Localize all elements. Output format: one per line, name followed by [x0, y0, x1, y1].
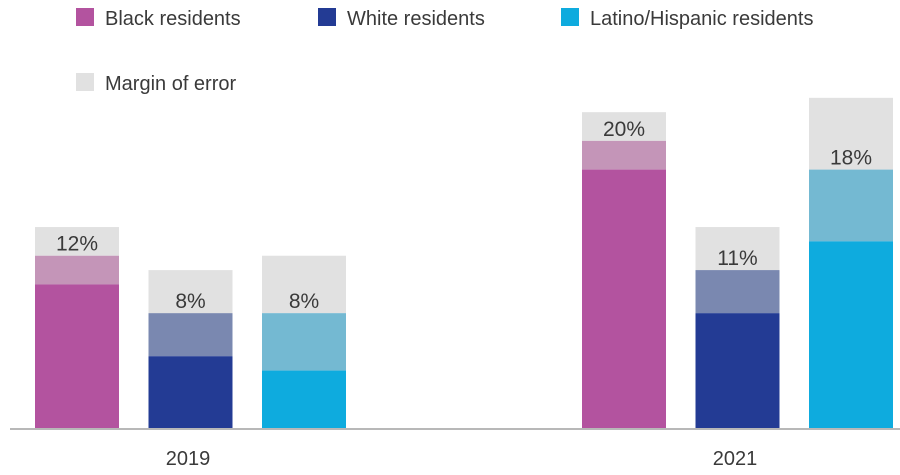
bar: [695, 313, 780, 428]
moe-upper: [148, 270, 233, 314]
bar-group-white-residents-2019: 8%: [148, 270, 233, 428]
moe-lower: [35, 255, 119, 285]
legend-item-latino-hispanic-residents: Latino/Hispanic residents: [561, 8, 813, 30]
bar-group-latino-hispanic-residents-2021: 18%: [809, 97, 893, 428]
legend-item-black-residents: Black residents: [76, 8, 241, 30]
moe-lower: [262, 313, 346, 371]
bar: [262, 370, 346, 428]
x-tick-label: 2021: [713, 448, 758, 470]
legend-label: Latino/Hispanic residents: [590, 8, 813, 30]
x-tick-label: 2019: [166, 448, 211, 470]
moe-lower: [582, 140, 666, 170]
bar-group-latino-hispanic-residents-2019: 8%: [262, 255, 346, 428]
legend-item-margin-of-error: Margin of error: [76, 73, 236, 95]
x-axis: 2019 2021: [10, 428, 900, 470]
legend-swatch: [561, 8, 579, 26]
moe-lower: [148, 313, 233, 357]
moe-upper: [35, 227, 119, 256]
moe-upper: [582, 112, 666, 141]
bar: [35, 284, 119, 428]
data-label: 20%: [603, 118, 645, 141]
data-label: 18%: [830, 147, 872, 170]
legend-swatch: [76, 73, 94, 91]
legend-swatch: [318, 8, 336, 26]
bar: [582, 169, 666, 428]
legend-item-white-residents: White residents: [318, 8, 485, 30]
bar-group-white-residents-2021: 11%: [695, 227, 780, 428]
moe-lower: [695, 270, 780, 314]
legend-label: White residents: [347, 8, 485, 30]
legend: Black residents White residents Latino/His…: [76, 8, 813, 95]
bar: [809, 241, 893, 428]
bar-group-black-residents-2021: 20%: [582, 112, 666, 428]
data-label: 11%: [717, 247, 757, 270]
legend-label: Black residents: [105, 8, 241, 30]
moe-upper: [262, 255, 346, 314]
bar-group-black-residents-2019: 12%: [35, 227, 119, 428]
bar: [148, 356, 233, 428]
moe-lower: [809, 169, 893, 242]
legend-swatch: [76, 8, 94, 26]
data-label: 8%: [289, 290, 319, 313]
data-label: 12%: [56, 233, 98, 256]
moe-upper: [695, 227, 780, 271]
legend-label: Margin of error: [105, 73, 236, 95]
moe-upper: [809, 97, 893, 170]
plot-area: 12% 8% 8% 20% 11% 18%: [35, 97, 893, 428]
data-label: 8%: [175, 290, 205, 313]
